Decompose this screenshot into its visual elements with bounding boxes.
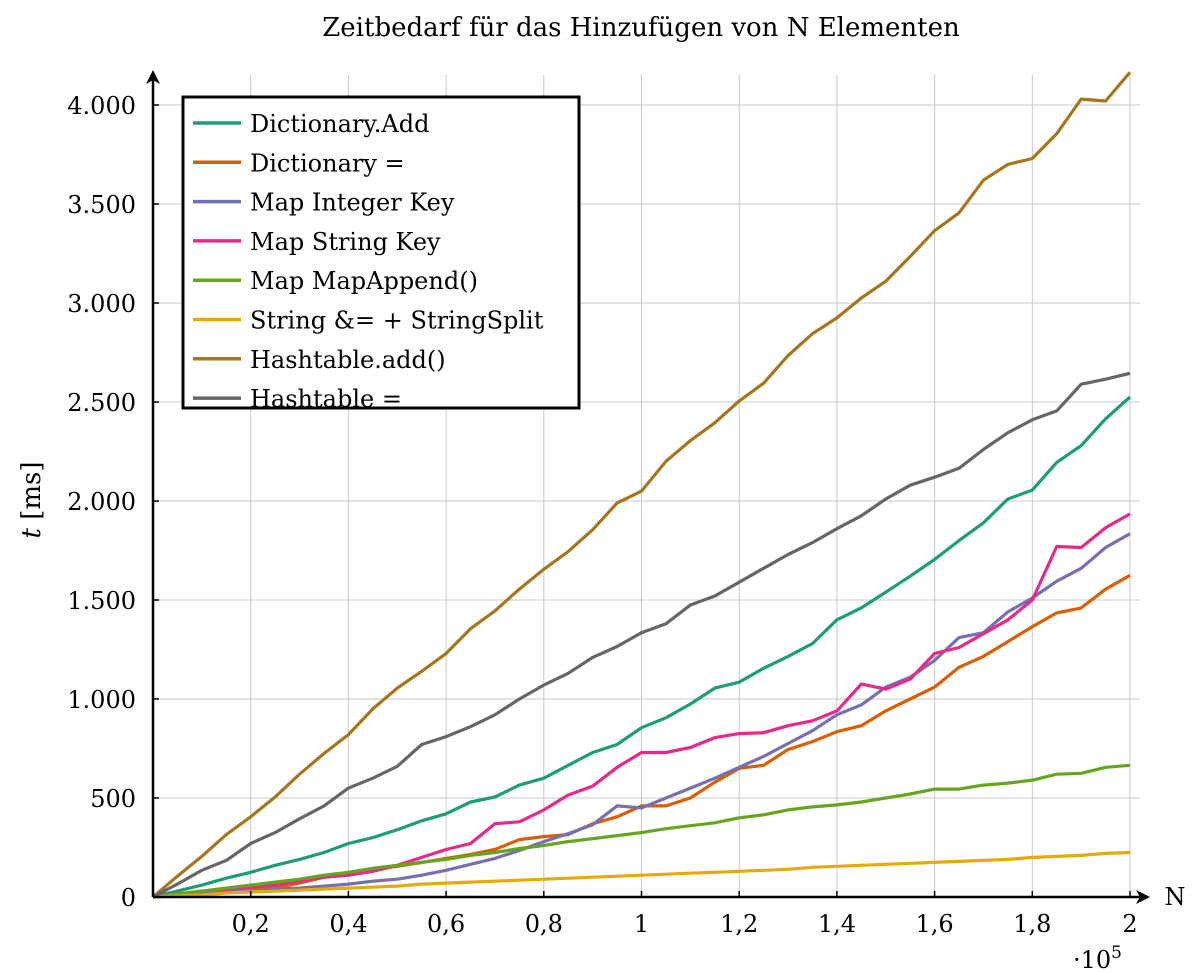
series-line-6 xyxy=(151,71,1132,899)
series-lines xyxy=(151,71,1132,899)
legend-entry: String &= + StringSplit xyxy=(193,307,544,335)
x-axis-arrow xyxy=(1136,890,1150,904)
axes xyxy=(146,70,1150,904)
series-line-4 xyxy=(152,763,1131,899)
x-tick-label: 1,4 xyxy=(818,910,856,938)
y-tick-label: 4.000 xyxy=(67,92,136,120)
legend-label: Map MapAppend() xyxy=(250,267,478,295)
legend-entry: Dictionary.Add xyxy=(193,110,429,138)
x-tick-label: 1 xyxy=(634,910,649,938)
legend-entry: Map MapAppend() xyxy=(193,267,478,295)
legend-entry: Map String Key xyxy=(193,228,441,256)
x-tick-label: 0,6 xyxy=(427,910,465,938)
series-line-3 xyxy=(152,512,1131,899)
y-tick-label: 500 xyxy=(90,785,136,813)
legend-label: String &= + StringSplit xyxy=(250,307,544,335)
legend-label: Dictionary.Add xyxy=(250,110,429,138)
tick-labels: 0,2 0,4 0,6 0,8 1 1,2 1,4 1,6 1,8 2 0 500 1.000 1.500… xyxy=(67,92,1137,938)
grid xyxy=(153,75,1140,897)
y-tick-label: 1.500 xyxy=(67,587,136,615)
series-line-2 xyxy=(152,532,1131,899)
x-tick-label: 2 xyxy=(1122,910,1137,938)
y-tick-label: 3.500 xyxy=(67,191,136,219)
series-line-7 xyxy=(152,371,1131,899)
x-tick-label: 0,4 xyxy=(329,910,367,938)
x-multiplier: ·105 xyxy=(1073,943,1122,973)
y-tick-label: 3.000 xyxy=(67,290,136,318)
y-tick-label: 2.000 xyxy=(67,488,136,516)
x-axis-label: N xyxy=(1165,883,1186,911)
legend-label: Map Integer Key xyxy=(250,189,455,217)
legend-label: Dictionary = xyxy=(250,149,405,177)
x-tick-label: 0,8 xyxy=(525,910,563,938)
chart-title: Zeitbedarf für das Hinzufügen von N Elem… xyxy=(322,13,960,43)
legend-entry: Dictionary = xyxy=(193,149,405,177)
x-tick-label: 1,2 xyxy=(720,910,758,938)
x-tick-label: 1,8 xyxy=(1013,910,1051,938)
y-tick-label: 0 xyxy=(121,884,136,912)
legend-entry: Hashtable.add() xyxy=(193,346,446,374)
x-tick-label: 1,6 xyxy=(916,910,954,938)
legend-label: Hashtable.add() xyxy=(250,346,446,374)
legend-label: Hashtable = xyxy=(250,385,402,413)
legend-box xyxy=(181,95,581,410)
x-tick-label: 0,2 xyxy=(232,910,270,938)
y-tick-label: 1.000 xyxy=(67,686,136,714)
series-line-5 xyxy=(152,850,1131,899)
series-line-0 xyxy=(152,395,1132,899)
legend-entry: Hashtable = xyxy=(193,385,402,413)
y-axis-label: t [ms] xyxy=(17,461,47,538)
legend: Dictionary.Add Dictionary = Map Integer Ke… xyxy=(181,95,581,413)
y-tick-label: 2.500 xyxy=(67,389,136,417)
y-axis-arrow xyxy=(146,70,160,84)
legend-entry: Map Integer Key xyxy=(193,189,455,217)
legend-label: Map String Key xyxy=(250,228,441,256)
